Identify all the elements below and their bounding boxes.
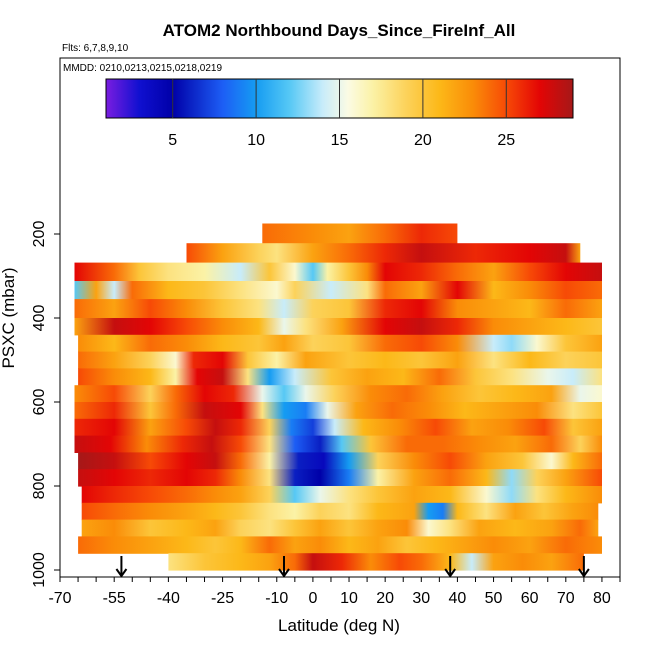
x-tick-label: 40 [449,590,467,607]
colorbar-tick-label: 15 [331,132,349,149]
flights-subtitle: Flts: 6,7,8,9,10 [62,43,129,54]
flight-marker-arrowhead [278,568,290,578]
flight-marker-arrowhead [444,568,457,578]
x-axis-label: Latitude (deg N) [278,616,400,635]
flight-markers [115,556,590,578]
heatmap-layer [74,435,602,453]
heatmap-layer [74,418,602,437]
heatmap-layer [262,223,458,244]
x-tick-label: 70 [557,590,575,607]
x-tick-label: 30 [412,590,430,607]
y-tick-label: 400 [31,305,48,332]
heatmap-layer [78,452,603,470]
heatmap-layer [78,351,603,369]
colorbar-tick-label: 10 [247,132,265,149]
x-tick-label: 60 [521,590,539,607]
heatmap-layers [74,223,603,571]
x-tick-label: -55 [103,590,126,607]
x-tick-label: 10 [340,590,358,607]
flight-marker-arrowhead [115,568,128,578]
x-tick-label: 0 [308,590,317,607]
heatmap-layer [78,469,603,487]
heatmap-layer [74,299,602,319]
x-tick-label: -40 [157,590,180,607]
heatmap-layer [168,553,584,571]
dates-subtitle: MMDD: 0210,0213,0215,0218,0219 [63,63,222,74]
x-tick-label: -70 [48,590,71,607]
y-axis: 200 400 600 800 1000 [31,221,60,588]
flight-marker-arrowhead [578,568,590,578]
heatmap-layer [74,318,602,336]
x-tick-label: 20 [376,590,394,607]
y-tick-label: 200 [31,221,48,248]
colorbar-tick-label: 20 [414,132,432,149]
heatmap-layer [74,385,602,403]
y-axis-label: PSXC (mbar) [0,267,18,368]
heatmap-layer [74,402,602,420]
heatmap-layer [78,536,603,554]
heatmap-layer [186,243,581,264]
x-axis: -70 -55 -40 -25 -10 0 10 20 30 40 50 60 70 80 [48,577,621,607]
x-tick-label: 50 [485,590,503,607]
x-tick-label: -10 [265,590,288,607]
heatmap-layer [81,486,602,504]
colorbar-ticks: 5 10 15 20 25 [168,79,515,149]
y-tick-label: 1000 [31,552,48,588]
y-tick-label: 600 [31,389,48,416]
heatmap-layer [74,281,602,300]
heatmap-layer [81,502,599,521]
heatmap-layer [78,334,603,353]
x-tick-label: 80 [593,590,611,607]
heatmap-layer [81,519,599,537]
heatmap-layer [78,368,603,386]
colorbar-tick-label: 5 [168,132,177,149]
x-tick-label: -25 [211,590,234,607]
heatmap-layer [74,262,602,282]
y-tick-label: 800 [31,473,48,500]
colorbar-tick-label: 25 [497,132,515,149]
chart-title: ATOM2 Northbound Days_Since_FireInf_All [163,21,516,40]
